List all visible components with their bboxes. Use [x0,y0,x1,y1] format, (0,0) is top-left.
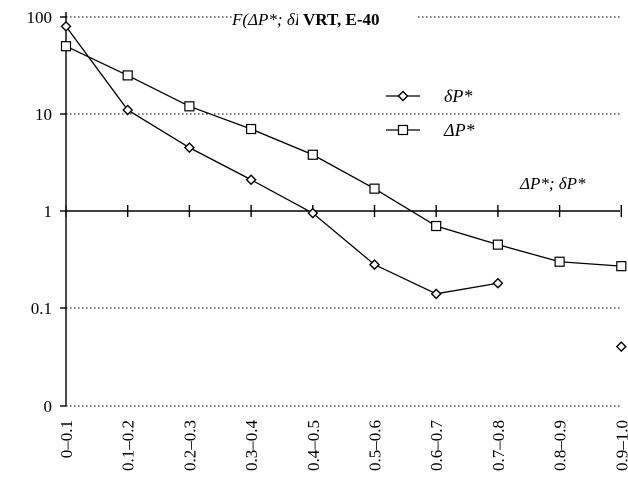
y-tick-labels: 0 0.1 1 10 100 [27,8,53,416]
series-line-square [65,45,622,267]
x-tick-label: 0.4–0.5 [304,420,323,471]
series-group [60,20,627,353]
data-point-diamond [492,277,504,289]
legend-label: ΔP* [443,120,475,140]
legend-label: δP* [444,86,472,106]
data-point-square [184,101,195,112]
data-point-diamond [430,288,442,300]
data-point-square [492,239,503,250]
y-tick-label: 0 [44,397,53,416]
data-point-diamond [122,104,134,116]
x-tick-label: 0.5–0.6 [366,420,385,471]
data-point-diamond [615,341,627,353]
chart-title: VRT, E-40 [303,10,380,29]
data-point-square [554,256,565,267]
data-point-square [307,149,318,160]
x-tick-label: 0.9–1.0 [612,420,628,471]
data-point-diamond [245,174,257,186]
y-tick-label: 0.1 [31,299,52,318]
data-point-square [122,70,133,81]
series-line-diamond [65,26,499,295]
y-tick-label: 1 [44,202,53,221]
x-tick-label: 0.6–0.7 [427,420,446,472]
y-tick-label: 100 [27,8,53,27]
data-point-square [616,261,627,272]
x-tick-label: 0.3–0.4 [242,420,261,472]
data-point-diamond [183,142,195,154]
x-tick-label: 0.8–0.9 [551,420,570,471]
axes [60,12,622,407]
data-point-diamond [397,90,409,102]
data-point-diamond [60,20,72,32]
data-point-square [369,183,380,194]
x-tick-label: 0.7–0.8 [489,420,508,471]
x-tick-label: 0.2–0.3 [180,420,199,471]
data-point-diamond [369,259,380,271]
x-tick-label: 0–0.1 [57,420,76,458]
data-point-square [246,123,257,135]
ylabel-background [232,8,302,30]
data-point-square [431,220,442,232]
data-point-diamond [307,207,319,219]
y-tick-label: 10 [35,105,52,124]
x-axis-label: ΔP*; δP* [519,174,586,193]
data-point-square [60,41,72,52]
legend: δP* ΔP* [386,86,475,140]
data-point-square [397,124,409,136]
x-tick-label: 0.1–0.2 [119,420,138,471]
title-background [298,8,418,30]
x-tick-labels: 0–0.1 0.1–0.2 0.2–0.3 0.3–0.4 0.4–0.5 0.5–0.6… [57,420,628,472]
